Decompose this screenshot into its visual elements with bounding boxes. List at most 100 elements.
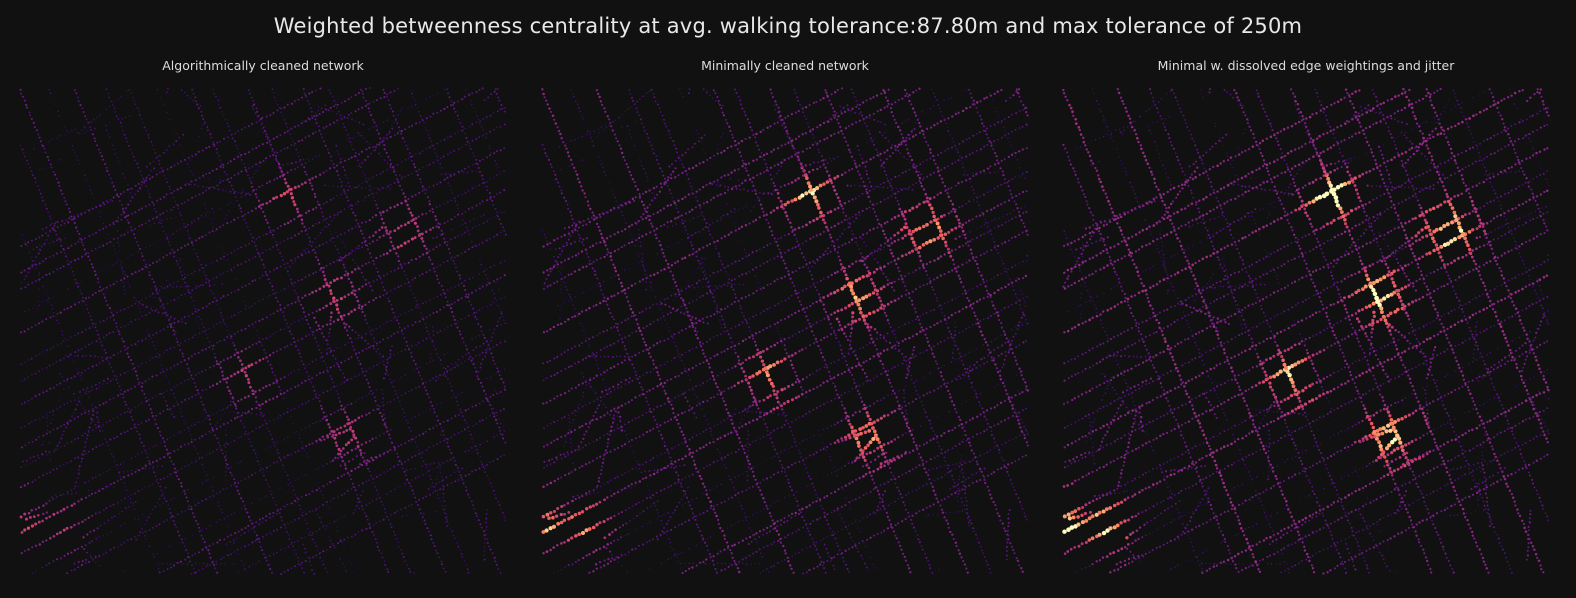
network-node bbox=[307, 378, 310, 381]
network-node bbox=[364, 105, 367, 108]
network-node bbox=[195, 284, 198, 287]
network-node bbox=[464, 167, 466, 170]
network-node bbox=[104, 351, 107, 354]
network-node bbox=[20, 466, 23, 469]
network-node bbox=[435, 245, 438, 249]
network-node bbox=[272, 236, 275, 239]
network-node bbox=[475, 311, 478, 314]
network-node bbox=[380, 214, 383, 217]
network-node bbox=[156, 199, 158, 202]
network-node bbox=[72, 274, 75, 277]
network-node bbox=[432, 377, 434, 380]
network-node bbox=[304, 474, 307, 476]
network-node bbox=[208, 145, 211, 148]
network-node bbox=[84, 481, 86, 484]
network-node bbox=[503, 454, 505, 457]
network-node bbox=[259, 118, 262, 121]
network-node bbox=[163, 371, 165, 373]
network-node bbox=[308, 236, 311, 239]
network-node bbox=[466, 229, 469, 232]
network-node bbox=[308, 293, 311, 296]
network-node bbox=[204, 203, 206, 206]
network-node bbox=[364, 374, 366, 377]
network-node bbox=[191, 424, 193, 427]
network-node bbox=[264, 479, 267, 481]
network-node bbox=[229, 201, 232, 204]
network-node bbox=[77, 415, 80, 418]
network-node bbox=[258, 277, 261, 280]
network-node bbox=[382, 88, 385, 91]
network-node bbox=[191, 512, 194, 515]
network-node bbox=[158, 393, 161, 395]
network-node bbox=[260, 123, 263, 126]
network-node bbox=[330, 460, 332, 463]
network-node bbox=[106, 470, 108, 473]
network-node bbox=[483, 214, 485, 216]
network-node bbox=[376, 270, 379, 273]
network-node bbox=[187, 288, 190, 291]
network-node bbox=[325, 363, 327, 365]
network-node bbox=[138, 433, 141, 436]
network-node bbox=[208, 386, 212, 389]
network-node bbox=[49, 348, 52, 351]
network-node bbox=[66, 345, 69, 347]
network-node bbox=[110, 100, 113, 103]
network-node bbox=[237, 288, 240, 291]
network-node bbox=[419, 178, 422, 181]
network-node bbox=[500, 231, 502, 234]
network-node bbox=[493, 216, 496, 218]
network-node bbox=[30, 509, 33, 512]
network-node bbox=[402, 192, 405, 195]
network-node bbox=[432, 359, 435, 361]
network-node bbox=[283, 240, 285, 242]
network-node bbox=[240, 460, 243, 463]
network-node bbox=[347, 133, 349, 136]
network-node bbox=[177, 262, 179, 265]
network-node bbox=[173, 255, 176, 258]
network-node bbox=[261, 402, 264, 406]
network-node bbox=[77, 349, 80, 352]
network-node bbox=[400, 376, 402, 378]
network-node bbox=[77, 371, 80, 374]
network-node bbox=[343, 245, 346, 248]
network-node bbox=[463, 559, 466, 562]
network-node bbox=[332, 237, 335, 239]
network-node bbox=[493, 90, 496, 93]
network-node bbox=[470, 303, 473, 306]
network-node bbox=[394, 118, 397, 121]
network-node bbox=[63, 403, 66, 406]
network-node bbox=[476, 115, 479, 117]
network-node bbox=[247, 174, 249, 176]
network-node bbox=[484, 471, 487, 473]
network-node bbox=[456, 204, 459, 207]
network-node bbox=[59, 189, 62, 192]
network-node bbox=[304, 229, 307, 232]
network-node bbox=[213, 429, 215, 431]
network-node bbox=[269, 532, 271, 534]
network-node bbox=[375, 191, 377, 194]
network-node bbox=[367, 382, 370, 385]
network-node bbox=[444, 240, 447, 244]
network-node bbox=[49, 458, 52, 461]
network-node bbox=[372, 344, 375, 347]
network-node bbox=[243, 396, 247, 399]
network-node bbox=[360, 414, 364, 418]
network-node bbox=[372, 192, 374, 195]
network-node bbox=[237, 571, 239, 574]
network-node bbox=[414, 103, 417, 106]
network-node bbox=[262, 471, 264, 473]
network-node bbox=[286, 531, 288, 533]
network-node bbox=[155, 414, 158, 417]
network-node bbox=[325, 418, 328, 422]
network-node bbox=[390, 490, 392, 493]
network-node bbox=[119, 309, 122, 312]
network-node bbox=[227, 443, 229, 446]
network-node bbox=[170, 122, 173, 124]
network-node bbox=[251, 190, 254, 193]
network-node bbox=[151, 508, 154, 511]
network-node bbox=[216, 141, 219, 144]
network-node bbox=[236, 264, 239, 267]
network-node bbox=[290, 541, 293, 544]
network-node bbox=[247, 433, 249, 436]
network-node bbox=[465, 564, 467, 566]
